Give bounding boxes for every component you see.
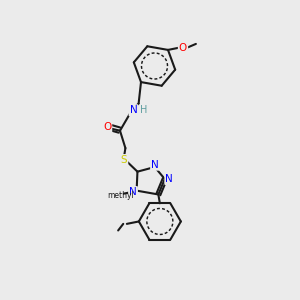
Text: N: N xyxy=(130,105,137,115)
Text: methyl: methyl xyxy=(107,190,134,200)
Text: S: S xyxy=(121,155,127,165)
Text: N: N xyxy=(165,174,173,184)
Text: N: N xyxy=(151,160,159,170)
Text: H: H xyxy=(140,105,147,115)
Text: O: O xyxy=(179,43,187,52)
Text: N: N xyxy=(129,187,137,197)
Text: O: O xyxy=(103,122,111,132)
